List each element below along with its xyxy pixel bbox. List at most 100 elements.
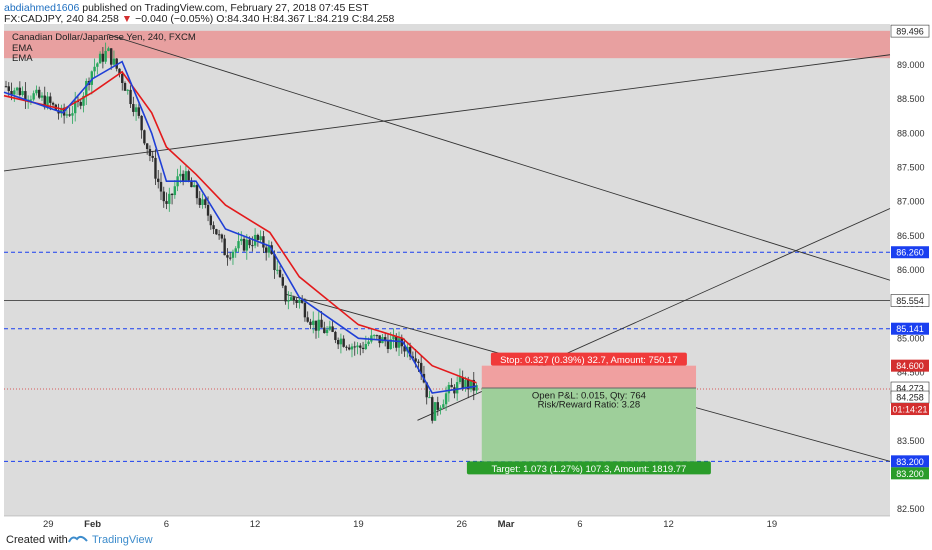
- candle-body: [467, 379, 470, 390]
- candle-body: [234, 248, 237, 252]
- change-value: −0.040 (−0.05%): [135, 13, 214, 25]
- price-label: 86.260: [896, 248, 924, 258]
- candle-body: [165, 201, 168, 204]
- candle-body: [383, 337, 387, 342]
- candle-body: [46, 96, 49, 108]
- candle-body: [13, 90, 16, 95]
- candle-body: [85, 80, 88, 96]
- price-tick: 87.000: [897, 197, 925, 207]
- candle-body: [204, 199, 207, 205]
- price-tick: 89.000: [897, 60, 925, 70]
- candle-body: [90, 71, 94, 85]
- candle-body: [336, 339, 340, 345]
- candle-body: [262, 236, 265, 248]
- plot-area[interactable]: [4, 24, 890, 516]
- author-link[interactable]: abdiahmed1606: [4, 2, 80, 14]
- tradingview-brand[interactable]: TradingView: [92, 534, 153, 546]
- price-label-bg: [891, 246, 929, 259]
- candle-body: [428, 397, 431, 399]
- candle-body: [126, 89, 129, 91]
- candle-body: [303, 302, 307, 318]
- created-with-label: Created with: [6, 534, 68, 546]
- candle-body: [168, 193, 171, 204]
- candle-body: [123, 82, 127, 91]
- candle-body: [334, 331, 337, 340]
- candle-body: [82, 95, 85, 106]
- price-tick: 86.500: [897, 231, 925, 241]
- candle-body: [228, 257, 232, 259]
- candle-body: [240, 238, 243, 242]
- candle-body: [145, 143, 149, 150]
- candle-body: [98, 53, 102, 64]
- candle-body: [264, 247, 268, 253]
- candle-body: [215, 229, 218, 235]
- candle-body: [112, 58, 116, 65]
- candle-body: [10, 91, 13, 95]
- price-tick: 88.500: [897, 94, 925, 104]
- candle-body: [212, 225, 215, 230]
- candle-body: [129, 89, 132, 105]
- candle-body: [15, 87, 19, 91]
- candle-body: [367, 341, 370, 345]
- candle-body: [51, 102, 55, 105]
- publish-info: abdiahmed1606 published on TradingView.c…: [4, 2, 369, 14]
- candle-body: [444, 393, 448, 405]
- candle-body: [121, 73, 124, 83]
- target-label: Target: 1.073 (1.27%) 107.3, Amount: 181…: [491, 464, 686, 475]
- candles: [4, 42, 478, 424]
- candle-body: [21, 91, 24, 95]
- candle-body: [107, 48, 110, 51]
- change-arrow-icon: ▼: [121, 13, 133, 25]
- trendline: [107, 33, 891, 281]
- tradingview-logo-icon: [68, 535, 88, 543]
- candle-body: [32, 93, 35, 100]
- candle-body: [140, 115, 143, 131]
- candle-body: [386, 341, 390, 350]
- candle-body: [364, 344, 368, 350]
- price-tick: 85.000: [897, 333, 925, 343]
- candle-body: [450, 384, 453, 388]
- candle-body: [350, 346, 354, 350]
- price-label-bg: [891, 359, 929, 372]
- candle-body: [68, 114, 71, 116]
- candle-body: [223, 238, 226, 256]
- candle-body: [134, 107, 138, 112]
- candle-body: [325, 329, 329, 334]
- price-tick: 83.500: [897, 436, 925, 446]
- stop-zone: [481, 365, 697, 389]
- price-tick: 87.500: [897, 163, 925, 173]
- candle-body: [287, 300, 290, 302]
- candle-body: [284, 285, 287, 302]
- price-tick: 86.000: [897, 265, 925, 275]
- candle-body: [206, 204, 210, 216]
- time-tick: 6: [164, 519, 169, 530]
- candle-body: [403, 346, 406, 352]
- legend-ema-fast: EMA: [12, 43, 33, 54]
- candle-body: [43, 95, 46, 108]
- candle-body: [267, 245, 271, 253]
- candle-body: [179, 173, 182, 177]
- candle-body: [273, 254, 276, 271]
- price-label: 85.141: [896, 324, 924, 334]
- candle-body: [245, 239, 249, 251]
- candle-body: [348, 347, 351, 350]
- candle-body: [411, 356, 415, 359]
- candle-body: [29, 99, 33, 101]
- price-axis[interactable]: [890, 24, 928, 516]
- long-short-position[interactable]: [481, 365, 697, 462]
- price-label: 83.200: [896, 457, 924, 467]
- candle-body: [65, 114, 69, 116]
- candle-body: [370, 335, 373, 342]
- candle-body: [455, 382, 459, 394]
- stop-label: Stop: 0.327 (0.39%) 32.7, Amount: 750.17: [500, 355, 677, 366]
- time-tick: 29: [43, 519, 54, 530]
- time-tick: 19: [767, 519, 778, 530]
- candle-body: [151, 155, 154, 158]
- candle-body: [79, 101, 82, 106]
- candle-body: [259, 236, 262, 240]
- candle-body: [331, 326, 334, 332]
- candle-body: [359, 345, 362, 348]
- candle-body: [464, 379, 467, 389]
- candle-body: [170, 193, 174, 196]
